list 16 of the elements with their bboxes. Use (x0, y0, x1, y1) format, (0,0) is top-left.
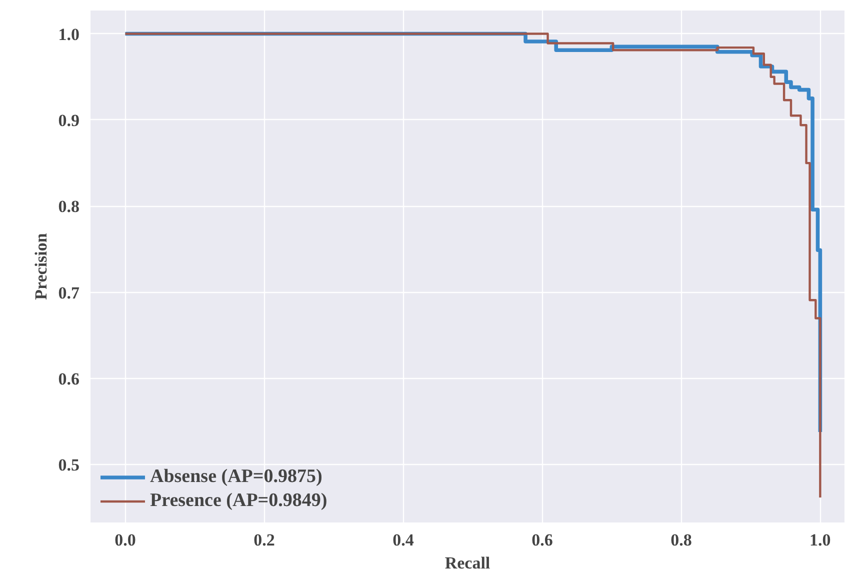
x-tick-label: 1.0 (810, 530, 831, 550)
x-tick-label: 0.4 (392, 530, 414, 550)
x-tick-label: 0.2 (254, 530, 275, 550)
x-tick-label: 0.8 (670, 530, 692, 550)
y-tick-label: 0.8 (58, 197, 80, 216)
x-tick-label: 0.6 (532, 530, 553, 550)
y-tick-label: 0.7 (58, 283, 80, 302)
y-tick-label: 1.0 (58, 24, 80, 44)
y-axis-title: Precision (31, 232, 50, 300)
y-tick-label: 0.6 (58, 370, 80, 389)
y-tick-label: 0.9 (58, 110, 80, 130)
x-axis-title: Recall (444, 554, 490, 572)
x-tick-label: 0.0 (114, 530, 136, 550)
y-tick-label: 0.5 (58, 456, 80, 475)
legend-label: Absense (AP=0.9875) (150, 466, 322, 488)
legend-label: Presence (AP=0.9849) (150, 490, 328, 512)
